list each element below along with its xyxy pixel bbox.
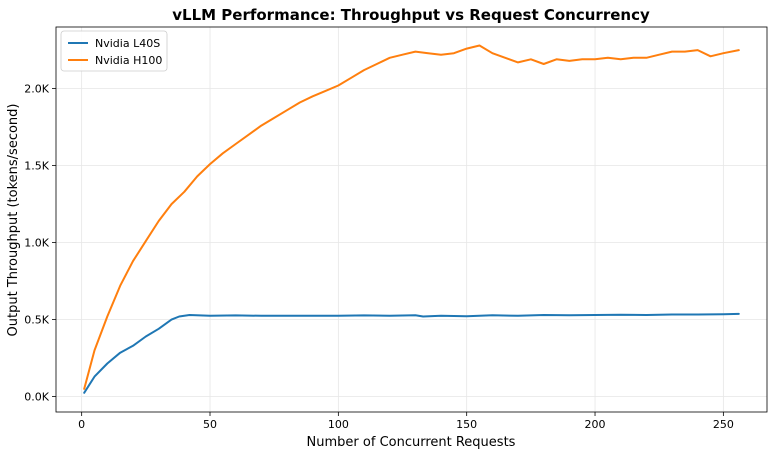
x-tick-label: 200: [585, 418, 606, 431]
x-tick-label: 250: [713, 418, 734, 431]
series-layer: [83, 44, 740, 394]
chart-title: vLLM Performance: Throughput vs Request …: [172, 6, 650, 24]
series-line-nvidia-h100: [83, 44, 740, 390]
grid-layer: [56, 27, 767, 412]
y-axis-label: Output Throughput (tokens/second): [6, 104, 21, 337]
x-tick-label: 150: [456, 418, 477, 431]
x-tick-label: 100: [328, 418, 349, 431]
tick-layer: 0 50 100 150 200 250 0.0K 0.5K 1.0K 1.5K 2.0K: [24, 83, 734, 431]
legend: Nvidia L40S Nvidia H100: [60, 30, 168, 72]
plot-frame: [55, 26, 768, 413]
series-line-nvidia-l40s: [83, 312, 740, 394]
y-tick-label: 0.5K: [24, 314, 49, 327]
y-tick-label: 0.0K: [24, 391, 49, 404]
y-tick-label: 1.5K: [24, 160, 49, 173]
legend-label: Nvidia H100: [95, 54, 162, 67]
y-tick-label: 1.0K: [24, 237, 49, 250]
x-axis-label: Number of Concurrent Requests: [307, 435, 516, 450]
legend-label: Nvidia L40S: [95, 37, 160, 50]
x-tick-label: 50: [203, 418, 217, 431]
y-tick-label: 2.0K: [24, 83, 49, 96]
x-tick-label: 0: [78, 418, 85, 431]
